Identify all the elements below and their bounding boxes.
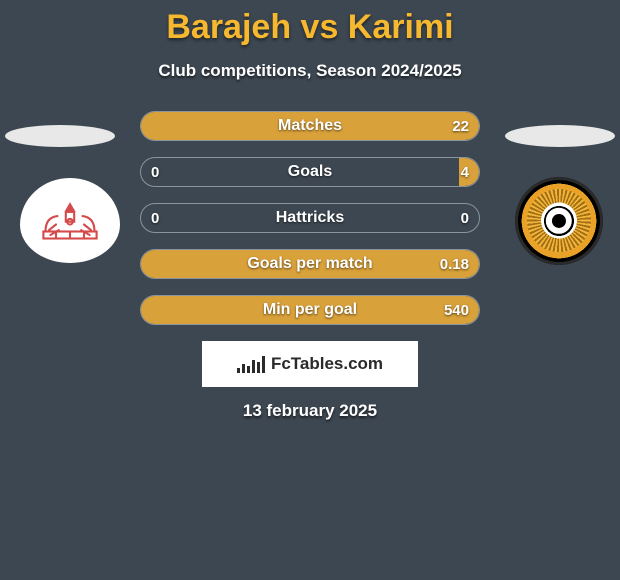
player-left-shadow [5, 125, 115, 147]
stat-row: 0 Hattricks 0 [140, 203, 480, 233]
subtitle: Club competitions, Season 2024/2025 [0, 61, 620, 81]
brand-text: FcTables.com [271, 354, 383, 374]
stat-row: 0 Goals 4 [140, 157, 480, 187]
player-right-shadow [505, 125, 615, 147]
stat-label: Matches [141, 112, 479, 140]
club-logo-right [510, 178, 608, 263]
chart-icon [237, 355, 265, 373]
brand-badge[interactable]: FcTables.com [202, 341, 418, 387]
stat-row: Goals per match 0.18 [140, 249, 480, 279]
stat-label: Goals per match [141, 250, 479, 278]
stat-label: Min per goal [141, 296, 479, 324]
stat-value-right: 0.18 [440, 250, 469, 278]
stat-value-right: 22 [452, 112, 469, 140]
stat-value-right: 4 [461, 158, 469, 186]
crest-left-icon [35, 196, 105, 246]
crest-right-icon [515, 177, 603, 265]
stat-value-right: 0 [461, 204, 469, 232]
stat-value-right: 540 [444, 296, 469, 324]
page-title: Barajeh vs Karimi [0, 8, 620, 47]
date-text: 13 february 2025 [0, 401, 620, 421]
club-logo-left [20, 178, 120, 263]
stat-label: Goals [141, 158, 479, 186]
stat-row: Matches 22 [140, 111, 480, 141]
stat-row: Min per goal 540 [140, 295, 480, 325]
stats-list: Matches 22 0 Goals 4 0 Hattricks 0 Goals… [140, 111, 480, 325]
stat-label: Hattricks [141, 204, 479, 232]
